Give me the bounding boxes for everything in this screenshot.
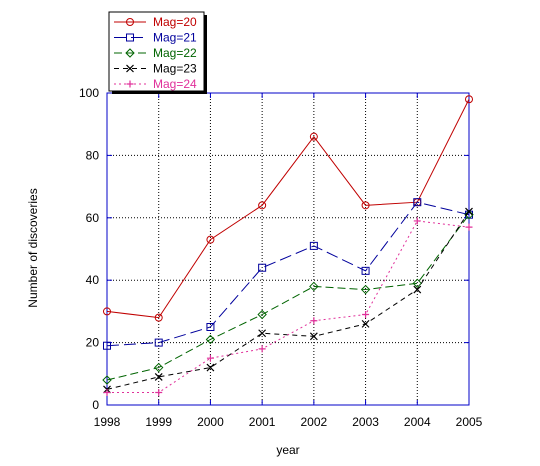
- data-point-mag-20: [465, 95, 473, 104]
- x-tick-label: 2005: [456, 415, 483, 429]
- series-line-mag-21: [106, 201, 470, 347]
- data-point-mag-21: [309, 241, 318, 250]
- legend-label-mag-21: Mag=21: [153, 31, 197, 45]
- x-tick-label: 1998: [94, 415, 121, 429]
- data-point-mag-20: [154, 313, 163, 322]
- data-point-mag-24: [258, 345, 266, 353]
- data-point-mag-21: [154, 338, 163, 347]
- series-mag-24: [103, 217, 473, 397]
- x-axis-label: year: [276, 443, 299, 457]
- x-tick-label: 1999: [145, 415, 172, 429]
- data-point-mag-21: [258, 263, 267, 272]
- y-tick-label: 40: [86, 273, 100, 287]
- data-point-mag-22: [309, 281, 319, 292]
- data-point-mag-21: [361, 266, 370, 275]
- x-tick-label: 2001: [249, 415, 276, 429]
- data-point-mag-23: [206, 363, 215, 372]
- y-tick-label: 20: [86, 336, 100, 350]
- y-axis-label: Number of discoveries: [26, 188, 40, 307]
- data-point-mag-21: [413, 198, 422, 207]
- series-mag-22: [102, 209, 474, 385]
- series-line-mag-22: [106, 214, 470, 381]
- axes-layer: [106, 92, 470, 406]
- legend-marker-mag-23: [126, 64, 134, 73]
- legend-box: [108, 11, 205, 92]
- x-tick-label: 2004: [404, 415, 431, 429]
- data-point-mag-23: [361, 319, 370, 328]
- data-point-mag-22: [257, 309, 267, 320]
- legend-label-mag-22: Mag=22: [153, 46, 197, 60]
- data-point-mag-22: [464, 209, 474, 220]
- data-point-mag-23: [154, 372, 163, 381]
- y-tick-label: 100: [79, 86, 99, 100]
- data-point-mag-23: [465, 207, 473, 216]
- legend-marker-mag-21: [126, 33, 134, 42]
- series-line-mag-20: [106, 99, 470, 319]
- data-point-mag-23: [413, 285, 422, 294]
- data-point-mag-22: [154, 362, 164, 373]
- series-layer: [102, 95, 474, 397]
- y-tick-label: 80: [86, 148, 100, 162]
- y-tick-label: 60: [86, 211, 100, 225]
- data-point-mag-20: [206, 235, 215, 244]
- data-point-mag-22: [102, 375, 112, 385]
- x-tick-label: 2002: [301, 415, 328, 429]
- series-line-mag-24: [107, 220, 470, 394]
- data-point-mag-24: [413, 217, 421, 225]
- data-point-mag-24: [155, 389, 163, 397]
- grid-layer: [107, 93, 469, 405]
- legend-label-mag-20: Mag=20: [153, 15, 197, 29]
- data-point-mag-24: [103, 389, 111, 397]
- data-point-mag-20: [361, 201, 370, 210]
- data-point-mag-23: [309, 332, 318, 341]
- data-point-mag-22: [412, 278, 422, 289]
- data-point-mag-22: [360, 284, 371, 295]
- legend-marker-mag-20: [126, 18, 134, 26]
- plot-frame: [106, 92, 470, 406]
- legend-label-mag-24: Mag=24: [153, 77, 197, 91]
- legend-marker-mag-22: [125, 48, 135, 58]
- x-tick-label: 2000: [197, 415, 224, 429]
- y-tick-label: 0: [92, 398, 99, 412]
- legend-marker-mag-24: [126, 80, 134, 88]
- legend-label-mag-23: Mag=23: [153, 62, 197, 76]
- labels-layer: year Number of discoveries 1998 1999 2000 2…: [26, 86, 483, 457]
- x-tick-label: 2003: [352, 415, 379, 429]
- data-point-mag-24: [362, 311, 370, 319]
- data-point-mag-24: [310, 317, 318, 325]
- data-point-mag-20: [258, 201, 267, 210]
- data-point-mag-23: [258, 329, 267, 338]
- data-point-mag-22: [205, 334, 216, 345]
- data-point-mag-21: [206, 323, 215, 331]
- data-point-mag-21: [103, 341, 111, 350]
- data-point-mag-24: [465, 223, 473, 231]
- data-point-mag-20: [103, 307, 111, 316]
- data-point-mag-20: [309, 132, 318, 141]
- data-point-mag-24: [206, 354, 214, 362]
